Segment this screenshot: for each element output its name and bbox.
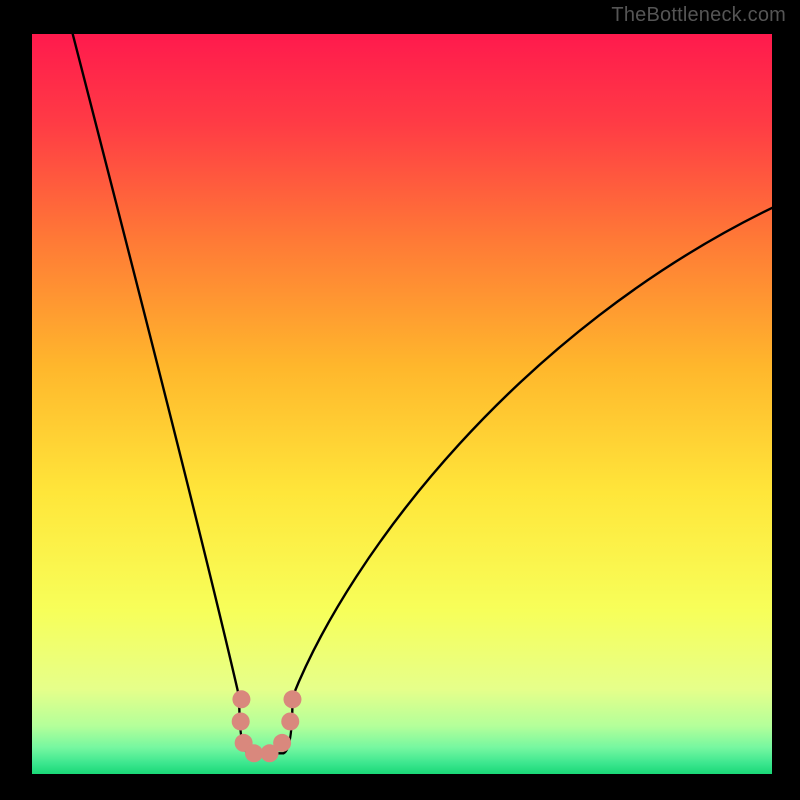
marker-dot <box>232 712 250 730</box>
watermark-text: TheBottleneck.com <box>611 4 786 27</box>
plot-area <box>32 34 772 774</box>
marker-dot <box>273 734 291 752</box>
marker-dot <box>281 712 299 730</box>
marker-dot <box>232 690 250 708</box>
marker-dot <box>283 690 301 708</box>
marker-dot <box>245 744 263 762</box>
chart-svg <box>32 34 772 774</box>
gradient-background <box>32 34 772 774</box>
chart-root: TheBottleneck.com <box>0 0 800 800</box>
